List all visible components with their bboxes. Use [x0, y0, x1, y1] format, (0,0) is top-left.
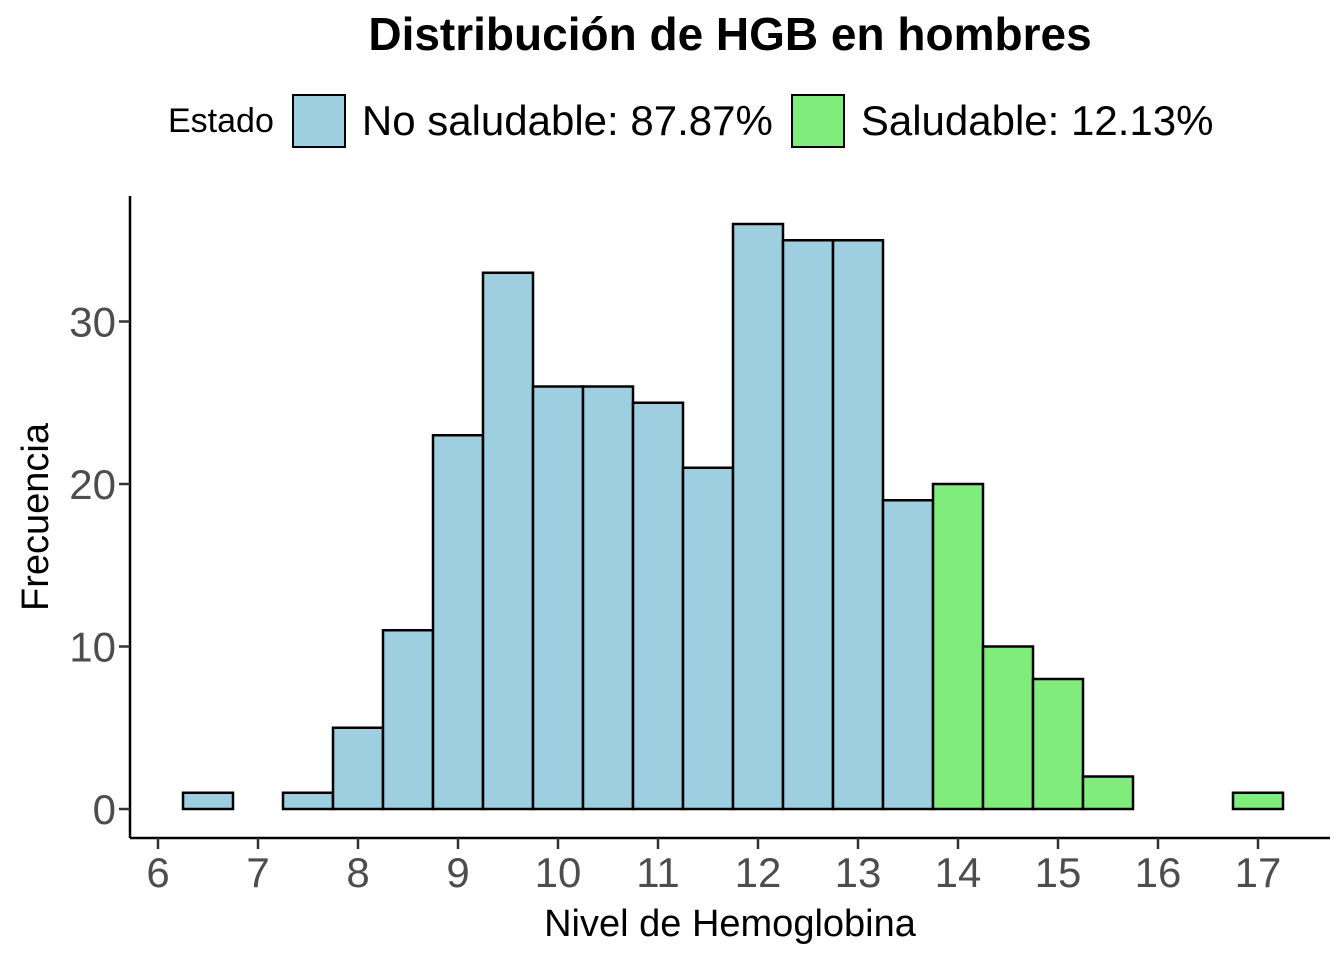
histogram-bar-no-saludable-8 — [581, 385, 635, 811]
bars-layer — [181, 222, 1285, 811]
histogram-bar-no-saludable-14 — [881, 499, 935, 811]
x-tick-label: 6 — [146, 849, 169, 896]
x-tick-label: 9 — [446, 849, 469, 896]
legend-item-saludable: Saludable: 12.13% — [790, 94, 1214, 148]
legend-title: Estado — [168, 101, 274, 140]
y-tick-label: 0 — [93, 786, 116, 833]
x-tick-label: 11 — [636, 849, 680, 896]
x-tick-label: 14 — [935, 849, 982, 896]
x-tick-label: 15 — [1035, 849, 1082, 896]
histogram-bar-no-saludable-10 — [681, 466, 735, 811]
histogram-bar-saludable-6 — [1231, 791, 1285, 811]
x-tick-label: 16 — [1135, 849, 1182, 896]
x-axis-ticks: 6 7 8 9 10 11 12 13 14 15 16 17 — [146, 838, 1281, 896]
x-tick-label: 13 — [835, 849, 882, 896]
legend: Estado No saludable: 87.87% Saludable: 1… — [168, 92, 1231, 150]
y-tick-label: 20 — [69, 461, 116, 508]
legend-label-saludable: Saludable: 12.13% — [860, 97, 1214, 144]
x-tick-label: 10 — [535, 849, 582, 896]
histogram-bar-no-saludable-7 — [531, 385, 585, 811]
x-tick-label: 7 — [246, 849, 269, 896]
legend-swatch-no-saludable — [291, 94, 346, 148]
histogram-bar-no-saludable-6 — [481, 271, 535, 811]
x-tick-label: 17 — [1235, 849, 1282, 896]
histogram-bar-no-saludable-2 — [281, 791, 335, 811]
histogram-bar-no-saludable-4 — [381, 629, 435, 811]
histogram-bar-no-saludable-13 — [831, 239, 885, 811]
legend-item-no-saludable: No saludable: 87.87% — [291, 94, 773, 148]
histogram-bar-no-saludable-0 — [181, 791, 235, 811]
y-axis-ticks: 0 10 20 30 — [69, 299, 130, 833]
x-tick-label: 12 — [735, 849, 782, 896]
histogram-bar-saludable-0 — [931, 482, 985, 811]
histogram-bar-saludable-3 — [1081, 775, 1135, 811]
legend-swatch-saludable — [790, 94, 845, 148]
histogram-bar-saludable-1 — [981, 645, 1035, 811]
legend-label-no-saludable: No saludable: 87.87% — [361, 97, 773, 144]
histogram-bar-no-saludable-5 — [431, 434, 485, 811]
histogram-bar-no-saludable-3 — [331, 726, 385, 811]
y-tick-label: 30 — [69, 299, 116, 346]
x-tick-label: 8 — [346, 849, 369, 896]
histogram-bar-no-saludable-11 — [731, 222, 785, 811]
y-tick-label: 10 — [69, 624, 116, 671]
x-axis-title: Nivel de Hemoglobina — [544, 903, 917, 945]
chart-title: Distribución de HGB en hombres — [368, 8, 1092, 60]
histogram-bar-no-saludable-12 — [781, 239, 835, 811]
histogram-bar-saludable-2 — [1031, 677, 1085, 811]
histogram-bar-no-saludable-9 — [631, 401, 685, 811]
y-axis-title: Frecuencia — [15, 422, 57, 611]
